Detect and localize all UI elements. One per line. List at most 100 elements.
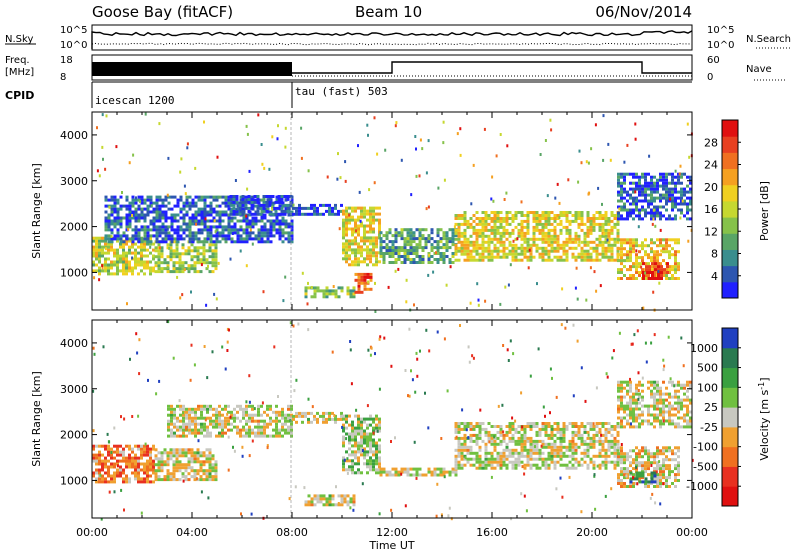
echo-cell (418, 234, 422, 238)
echo-cell (623, 425, 626, 429)
echo-cell (656, 214, 659, 218)
echo-cell (644, 446, 647, 450)
echo-cell (328, 494, 332, 498)
echo-cell (149, 272, 152, 276)
echo-cell (478, 228, 482, 232)
echo-cell (149, 236, 152, 240)
echo-cell (369, 221, 372, 225)
echo-cell (185, 195, 189, 199)
echo-cell (369, 215, 372, 219)
echo-cell (391, 467, 395, 471)
echo-cell (541, 228, 545, 232)
echo-cell (206, 428, 209, 432)
echo-cell (203, 210, 207, 214)
echo-cell (478, 436, 482, 440)
echo-cell (632, 181, 635, 185)
echo-cell (113, 198, 117, 202)
echo-cell (269, 219, 273, 223)
echo-cell (319, 500, 323, 504)
echo-cell (250, 197, 254, 201)
echo-cell (629, 241, 632, 245)
echo-cell (254, 413, 257, 417)
echo-cell (644, 485, 647, 488)
echo-cell (140, 251, 143, 255)
echo-cell (257, 404, 260, 408)
echo-cell (451, 243, 455, 247)
echo-cell (415, 246, 419, 250)
echo-cell (202, 454, 206, 458)
echo-cell (586, 240, 590, 244)
echo-cell (626, 253, 629, 257)
echo-cell (349, 289, 353, 293)
echo-cell (163, 475, 167, 479)
echo-cell (620, 473, 623, 477)
echo-cell (514, 466, 518, 470)
echo-cell (256, 212, 260, 216)
echo-cell (475, 211, 479, 214)
echo-cell (271, 207, 274, 211)
echo-cell (215, 225, 219, 229)
echo-cell (187, 457, 191, 461)
echo-cell (547, 433, 551, 437)
echo-cell (617, 172, 620, 176)
echo-cell (116, 248, 119, 252)
echo-cell (98, 239, 101, 243)
echo-cell (493, 211, 497, 214)
echo-cell (172, 270, 176, 274)
echo-cell (620, 190, 623, 194)
echo-cell (601, 255, 605, 259)
echo-cell (583, 454, 587, 458)
echo-cell (499, 430, 503, 434)
echo-cell (671, 452, 674, 456)
echo-cell (304, 411, 307, 415)
echo-cell (586, 243, 590, 247)
echo-cell (154, 469, 158, 473)
echo-cell (493, 217, 497, 220)
echo-cell (660, 271, 663, 274)
echo-cell (632, 175, 635, 179)
echo-cell (457, 466, 461, 470)
echo-cell (629, 455, 632, 459)
echo-cell (577, 237, 581, 241)
echo-cell (553, 237, 557, 241)
echo-cell (98, 453, 101, 457)
echo-cell (143, 465, 146, 469)
echo-cell (140, 480, 143, 484)
echo-cell (659, 476, 662, 480)
echo-cell (92, 447, 95, 451)
echo-cell (290, 407, 293, 411)
echo-cell (193, 469, 197, 473)
echo-cell (382, 234, 386, 238)
echo-cell (185, 201, 189, 205)
echo-cell (629, 477, 633, 481)
echo-cell (140, 263, 143, 267)
echo-cell (391, 473, 395, 477)
echo-cell (674, 181, 677, 185)
echo-cell (218, 422, 221, 426)
echo-cell (418, 467, 422, 471)
echo-cell (683, 187, 686, 191)
echo-cell (544, 219, 548, 223)
echo-cell (116, 468, 119, 472)
echo-cell (433, 470, 437, 474)
echo-cell (430, 473, 434, 477)
echo-cell (517, 258, 521, 262)
echo-cell (477, 303, 480, 307)
echo-cell (668, 485, 671, 488)
echo-cell (190, 466, 194, 470)
echo-cell (200, 404, 203, 408)
echo-cell (185, 210, 189, 214)
echo-cell (351, 227, 354, 231)
echo-cell (206, 234, 210, 238)
echo-cell (562, 454, 566, 458)
echo-cell (172, 451, 176, 455)
echo-cell (568, 222, 572, 226)
echo-cell (445, 249, 449, 252)
echo-cell (626, 389, 629, 393)
echo-cell (529, 463, 533, 467)
echo-cell (152, 248, 155, 252)
echo-cell (101, 248, 104, 252)
echo-cell (532, 448, 536, 452)
echo-cell (538, 451, 542, 455)
echo-cell (169, 448, 173, 452)
